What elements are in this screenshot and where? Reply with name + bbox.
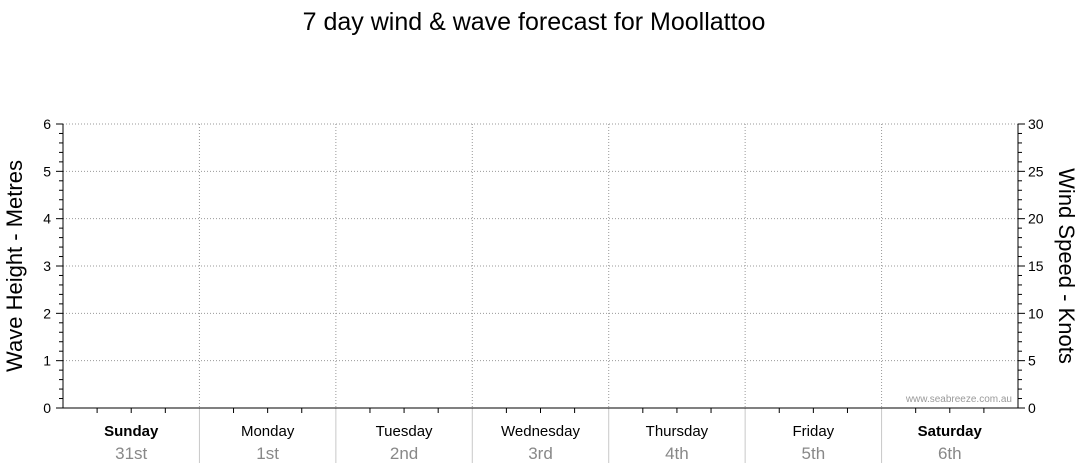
day-date-label: 1st [256,444,279,463]
day-date-label: 4th [665,444,689,463]
y-axis-left-ticks: 0 1 2 3 4 5 6 [43,116,63,416]
day-name-label: Saturday [918,423,983,440]
day-name-label: Monday [241,423,295,440]
y-axis-right-label: Wind Speed - Knots [1054,168,1079,364]
day-date-label: 6th [938,444,962,463]
day-name-label: Thursday [646,423,709,440]
y-right-tick-label: 0 [1028,400,1036,416]
y-left-tick-label: 3 [43,258,51,274]
day-name-label: Wednesday [501,423,580,440]
y-right-tick-label: 15 [1028,258,1044,274]
y-right-tick-label: 25 [1028,163,1044,179]
y-left-tick-label: 0 [43,400,51,416]
y-left-tick-label: 6 [43,116,51,132]
watermark: www.seabreeze.com.au [905,394,1012,405]
y-right-tick-label: 5 [1028,353,1036,369]
day-name-label: Sunday [104,423,159,440]
day-date-label: 31st [115,444,147,463]
y-left-tick-label: 2 [43,305,51,321]
day-labels: Sunday 31st Monday 1st Tuesday 2nd Wednesday 3r… [96,408,985,463]
y-axis-left-label: Wave Height - Metres [2,160,27,372]
y-right-tick-label: 10 [1028,305,1044,321]
chart-title: 7 day wind & wave forecast for Moollatto… [303,8,766,36]
y-left-tick-label: 1 [43,353,51,369]
y-right-tick-label: 30 [1028,116,1044,132]
day-date-label: 3rd [528,444,553,463]
day-name-label: Friday [793,423,835,440]
day-date-label: 2nd [390,444,418,463]
day-name-label: Tuesday [376,423,433,440]
y-left-tick-label: 5 [43,163,51,179]
y-left-tick-label: 4 [43,211,51,227]
day-date-label: 5th [802,444,826,463]
grid-lines [63,123,1018,463]
y-axis-right-ticks: 0 5 10 15 20 25 30 [1018,116,1044,416]
y-right-tick-label: 20 [1028,211,1044,227]
